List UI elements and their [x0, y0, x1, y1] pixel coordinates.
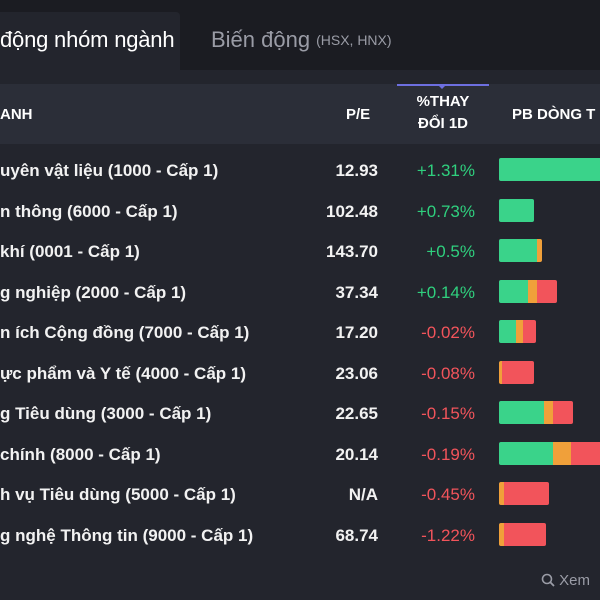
sector-pe: 23.06 [335, 363, 378, 383]
money-flow-segment-red [552, 401, 574, 424]
sector-change-1d: -0.08% [421, 363, 475, 383]
view-more-link[interactable]: Xem [541, 572, 590, 589]
money-flow-segment-orange [515, 320, 524, 343]
sector-pe: 20.14 [335, 444, 378, 464]
view-more-label: Xem [559, 572, 591, 589]
sector-pe: 22.65 [335, 404, 378, 423]
sector-name: n thông (6000 - Cấp 1) [0, 201, 178, 221]
table-row[interactable]: chính (8000 - Cấp 1) 20.14 -0.19% [0, 434, 600, 474]
tab-bar: động nhóm ngành Biến động (HSX, HNX) [0, 0, 600, 70]
money-flow-segment-red [502, 360, 534, 384]
sector-change-1d: -0.15% [421, 404, 475, 423]
table-row[interactable]: g nghiệp (2000 - Cấp 1) 37.34 +0.14% [0, 272, 600, 312]
money-flow-bar [499, 360, 534, 384]
sector-name: ực phẩm và Y tế (4000 - Cấp 1) [0, 363, 247, 383]
sector-change-1d: +0.14% [416, 282, 475, 302]
sector-change-1d: -0.19% [421, 444, 475, 464]
money-flow-segment-green [499, 198, 534, 222]
sector-pe: 68.74 [335, 525, 378, 545]
money-flow-segment-green [499, 239, 537, 262]
sector-pe: 17.20 [335, 323, 378, 342]
money-flow-segment-red [523, 320, 537, 343]
money-flow-segment-green [499, 441, 553, 465]
sector-name: h vụ Tiêu dùng (5000 - Cấp 1) [0, 485, 236, 504]
table-row[interactable]: h vụ Tiêu dùng (5000 - Cấp 1) N/A -0.45% [0, 474, 600, 514]
money-flow-bar [499, 522, 546, 546]
sector-change-1d: +1.31% [416, 161, 475, 180]
money-flow-bar [499, 441, 600, 465]
sector-pe: 143.70 [326, 242, 378, 261]
sector-name: n ích Cộng đồng (7000 - Cấp 1) [0, 323, 250, 342]
money-flow-bar [499, 401, 574, 424]
tab-sector-movement[interactable] [0, 12, 180, 70]
money-flow-bar [499, 482, 550, 505]
sector-pe: 102.48 [326, 201, 378, 221]
sector-change-1d: -0.45% [421, 485, 475, 504]
money-flow-segment-orange [553, 441, 571, 465]
money-flow-segment-orange [537, 239, 543, 262]
sector-pe: 12.93 [335, 161, 378, 180]
money-flow-segment-red [504, 482, 550, 505]
money-flow-segment-green [499, 158, 600, 181]
money-flow-segment-red [571, 441, 600, 465]
column-header-change-line1: %THAY [416, 93, 470, 110]
tab-market-movement[interactable]: Biến động (HSX, HNX) [211, 27, 392, 53]
sector-name: uyên vật liệu (1000 - Cấp 1) [0, 161, 219, 180]
tab-market-movement-label: Biến động [211, 27, 311, 52]
table-row[interactable]: khí (0001 - Cấp 1) 143.70 +0.5% [0, 231, 600, 271]
money-flow-bar [499, 279, 557, 303]
sector-pe: 37.34 [335, 282, 378, 302]
money-flow-segment-orange [527, 279, 537, 303]
sector-name: chính (8000 - Cấp 1) [0, 444, 161, 464]
money-flow-segment-red [503, 522, 546, 546]
sector-name: g nghệ Thông tin (9000 - Cấp 1) [0, 525, 254, 545]
money-flow-segment-green [499, 279, 528, 303]
column-header-change-1d[interactable]: %THAY ĐỔI 1D [397, 84, 489, 144]
money-flow-bar [499, 320, 537, 343]
column-header-money-flow[interactable]: PB DÒNG T [512, 106, 596, 123]
sector-change-1d: -0.02% [421, 323, 475, 342]
sector-change-1d: -1.22% [421, 525, 475, 545]
money-flow-segment-orange [499, 360, 503, 384]
sort-caret-icon [437, 84, 447, 89]
table-header: ANH P/E %THAY ĐỔI 1D PB DÒNG T [0, 84, 600, 144]
table-row[interactable]: g Tiêu dùng (3000 - Cấp 1) 22.65 -0.15% [0, 393, 600, 433]
money-flow-bar [499, 239, 543, 262]
money-flow-segment-green [499, 401, 544, 424]
money-flow-segment-green [499, 320, 516, 343]
money-flow-segment-orange [499, 482, 505, 505]
money-flow-segment-orange [499, 522, 504, 546]
tab-market-movement-exchanges: (HSX, HNX) [316, 32, 392, 48]
column-header-sector[interactable]: ANH [0, 106, 33, 123]
sector-name: g Tiêu dùng (3000 - Cấp 1) [0, 404, 212, 423]
money-flow-segment-orange [543, 401, 553, 424]
money-flow-bar [499, 158, 600, 181]
money-flow-segment-red [537, 279, 557, 303]
table-row[interactable]: n thông (6000 - Cấp 1) 102.48 +0.73% [0, 191, 600, 231]
table-row[interactable]: ực phẩm và Y tế (4000 - Cấp 1) 23.06 -0.08… [0, 353, 600, 393]
table-row[interactable]: uyên vật liệu (1000 - Cấp 1) 12.93 +1.31% [0, 150, 600, 190]
column-header-change-line2: ĐỔI 1D [417, 115, 468, 132]
sector-change-1d: +0.5% [426, 242, 475, 261]
sector-change-1d: +0.73% [416, 201, 475, 221]
money-flow-bar [499, 198, 534, 222]
table-row[interactable]: n ích Cộng đồng (7000 - Cấp 1) 17.20 -0.02… [0, 312, 600, 352]
sector-table: ANH P/E %THAY ĐỔI 1D PB DÒNG T uyên vật … [0, 70, 600, 600]
sector-name: khí (0001 - Cấp 1) [0, 242, 140, 261]
table-row[interactable]: g nghệ Thông tin (9000 - Cấp 1) 68.74 -1.2… [0, 515, 600, 555]
column-header-pe[interactable]: P/E [346, 106, 371, 123]
sector-pe: N/A [348, 485, 378, 504]
tab-sector-movement-label[interactable]: động nhóm ngành [0, 27, 175, 52]
search-icon [541, 573, 555, 587]
sector-name: g nghiệp (2000 - Cấp 1) [0, 282, 187, 302]
